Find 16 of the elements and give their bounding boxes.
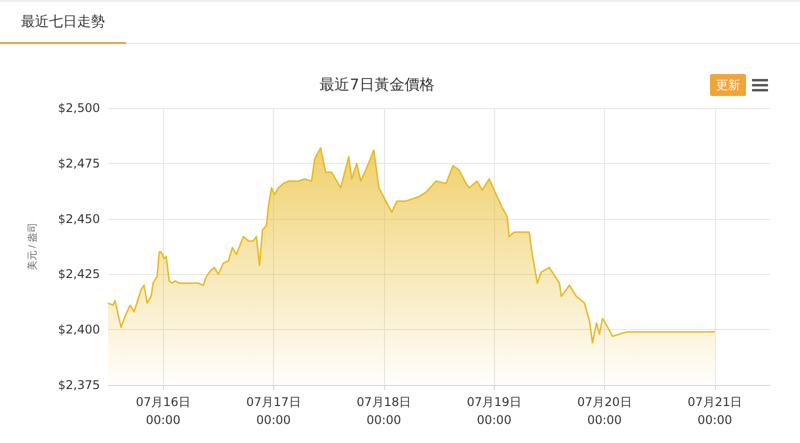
y-tick-label: $2,475 bbox=[58, 156, 100, 170]
x-tick-label: 07月17日 00:00 bbox=[246, 395, 301, 427]
text: 最近七日走勢 bbox=[0, 2, 126, 44]
y-tick-label: $2,400 bbox=[58, 322, 100, 337]
x-tick-label: 07月21日 00:00 bbox=[688, 395, 742, 427]
x-tick-label: 07月16日 00:00 bbox=[136, 395, 190, 427]
y-axis-title: 美元 / 盎司 bbox=[26, 222, 38, 271]
y-tick-label: $2,500 bbox=[58, 101, 100, 115]
y-tick-label: $2,425 bbox=[58, 267, 100, 282]
chart-title: 最近7日黃金價格 bbox=[320, 76, 434, 94]
y-tick-label: $2,450 bbox=[58, 212, 100, 226]
x-tick-label: 07月20日 00:00 bbox=[577, 395, 632, 427]
text: 更新 bbox=[710, 74, 746, 96]
x-tick-label: 07月19日 00:00 bbox=[466, 395, 522, 427]
y-tick-label: $2,375 bbox=[58, 378, 100, 392]
x-tick-label: 07月18日 00:00 bbox=[356, 395, 412, 427]
